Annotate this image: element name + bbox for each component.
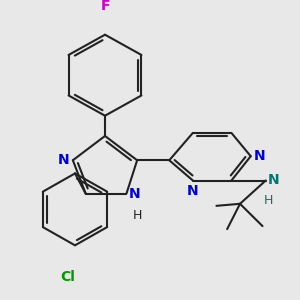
Text: N: N [268, 172, 280, 187]
Text: H: H [264, 194, 274, 207]
Text: Cl: Cl [60, 270, 75, 283]
Text: N: N [254, 149, 266, 163]
Text: N: N [58, 153, 70, 167]
Text: H: H [133, 209, 142, 222]
Text: N: N [129, 187, 140, 201]
Text: F: F [100, 0, 110, 14]
Text: N: N [187, 184, 199, 198]
